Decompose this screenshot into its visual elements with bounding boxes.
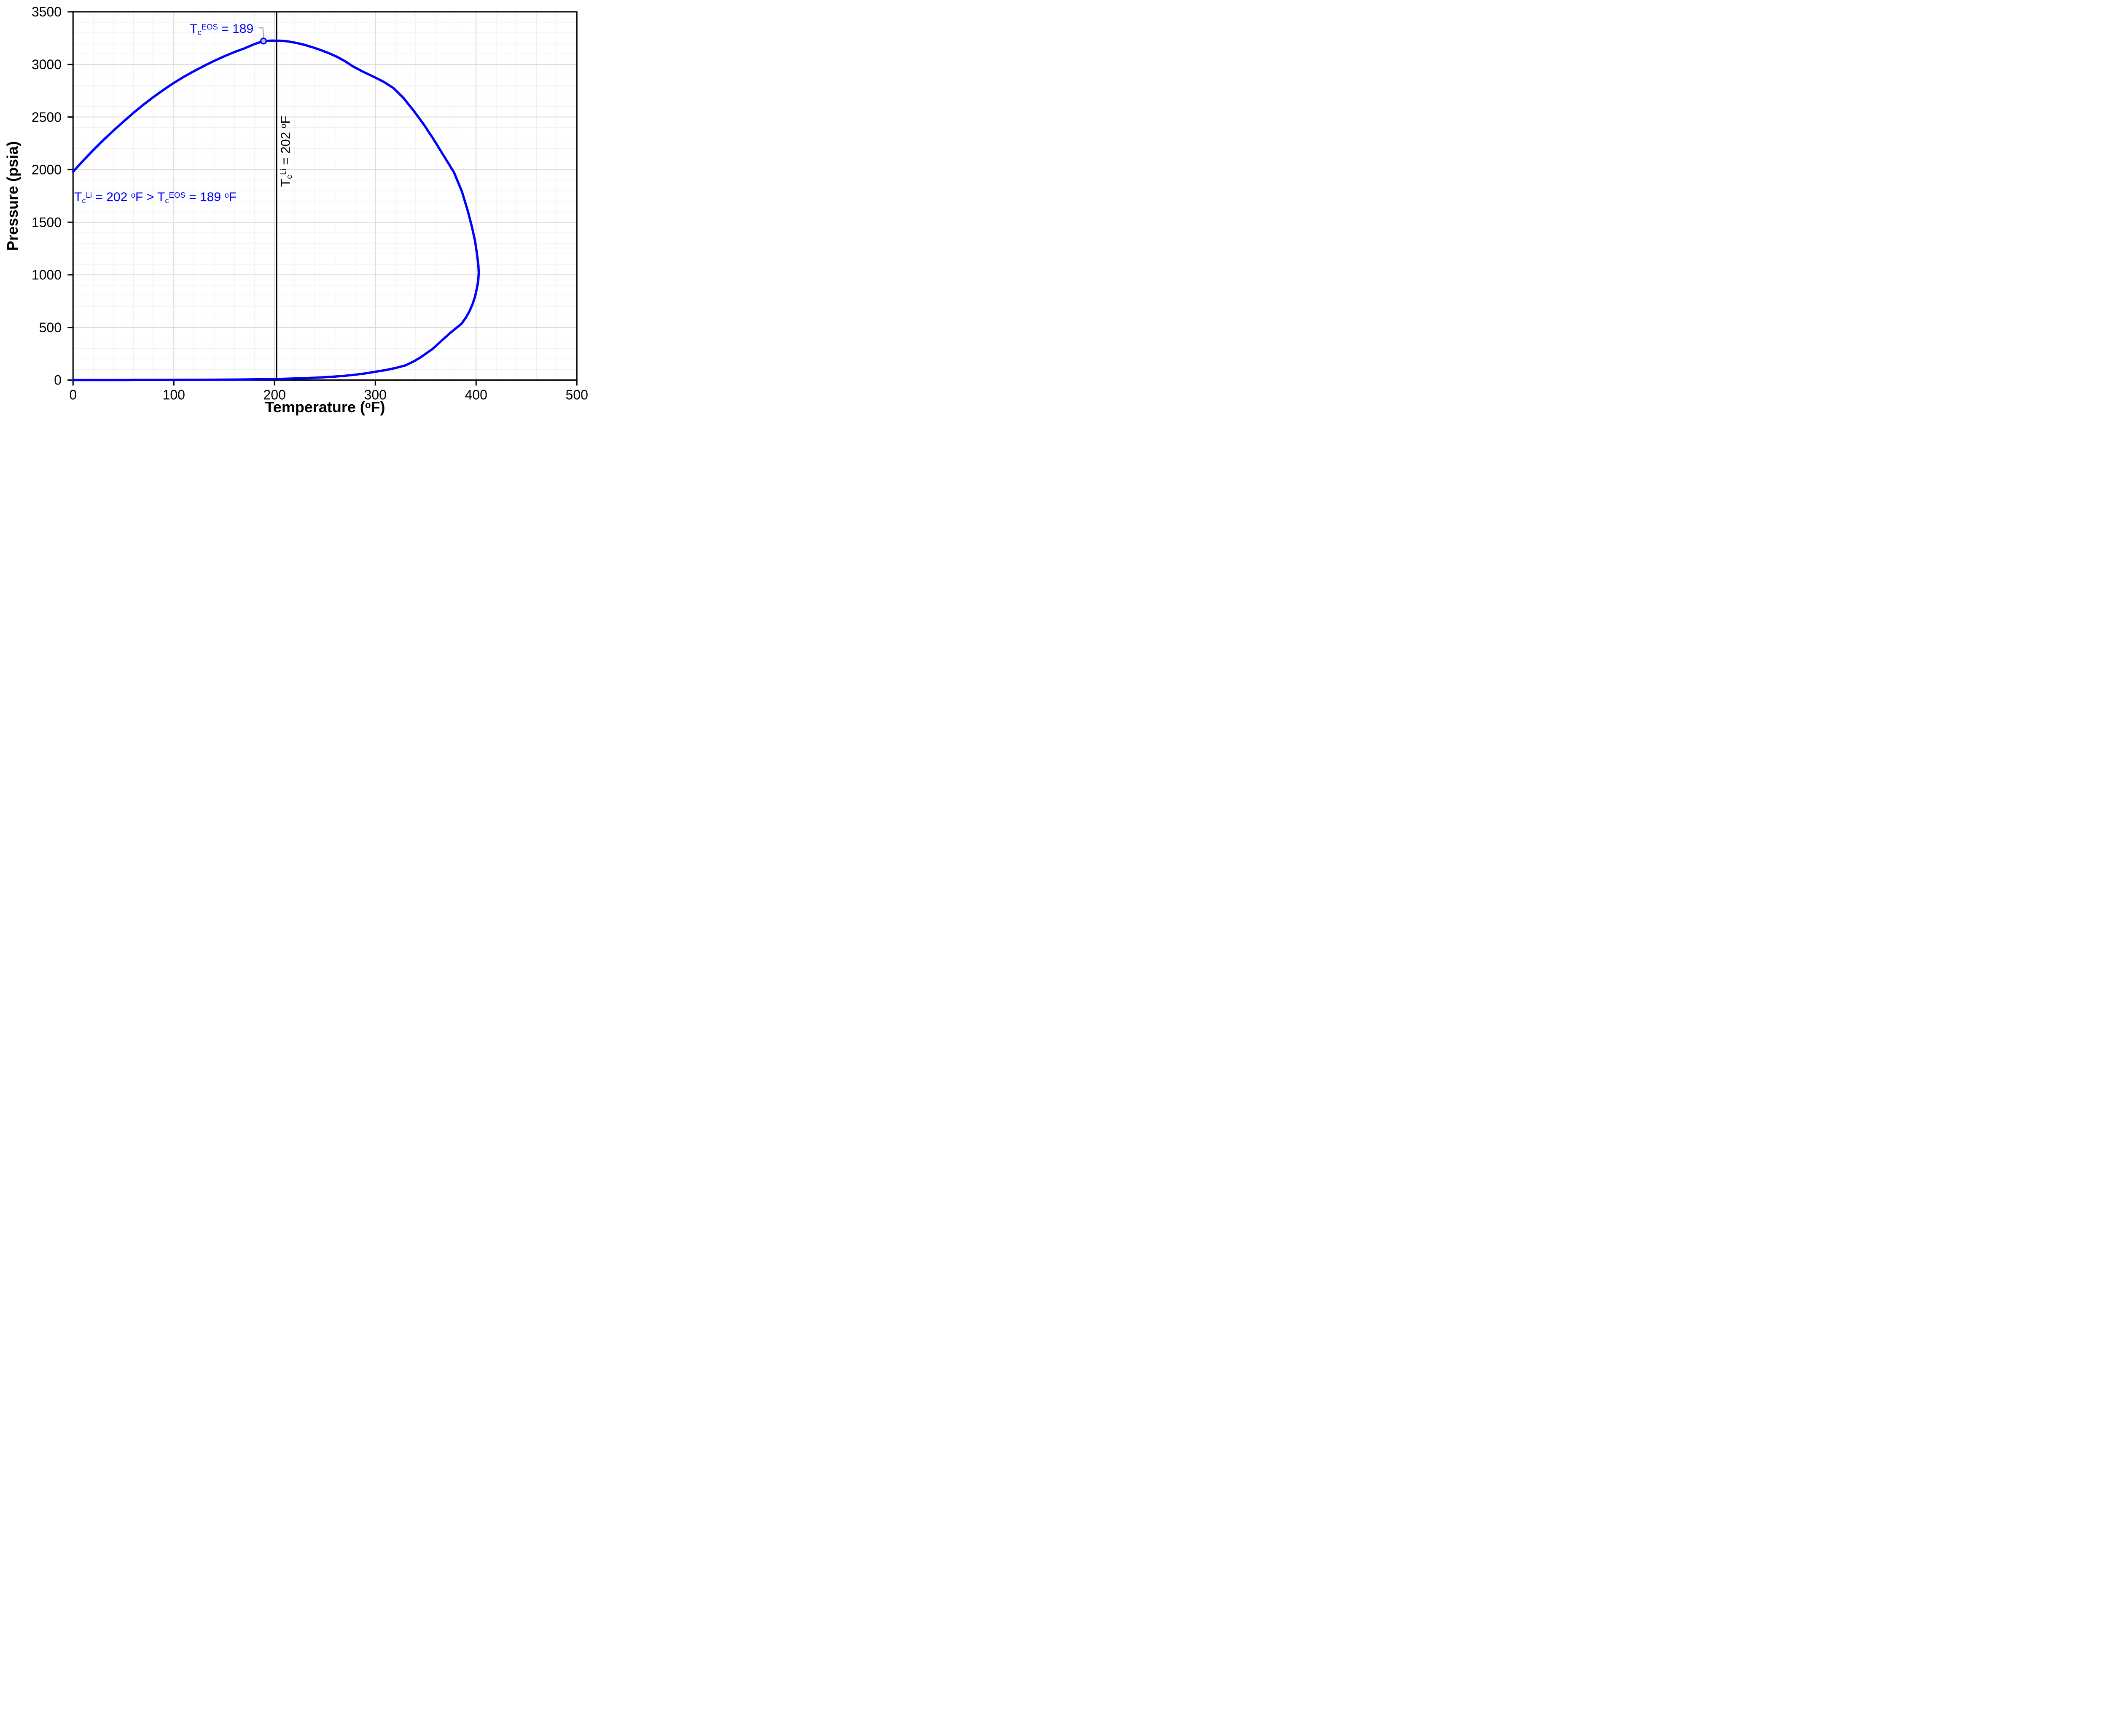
y-tick-label: 500	[39, 320, 62, 335]
x-tick-label: 400	[465, 387, 487, 403]
plot-border	[72, 11, 578, 381]
y-tick-label: 1500	[32, 215, 62, 230]
y-tick-label: 0	[54, 373, 62, 388]
reference-line-rotated-label: TcLi = 202 oF	[278, 116, 294, 187]
x-axis-title: Temperature (oF)	[265, 398, 385, 416]
x-tick-label: 300	[364, 387, 387, 403]
gridlines-major	[73, 12, 577, 380]
y-tick-label: 2500	[32, 110, 62, 125]
gridlines-minor	[73, 12, 577, 380]
x-tick-label: 100	[163, 387, 185, 403]
y-axis-title: Pressure (psia)	[4, 141, 21, 251]
x-tick-label: 500	[566, 387, 588, 403]
y-tick-label: 3500	[32, 4, 62, 19]
annotation-tc-eos-callout: TcEOS = 189	[190, 22, 254, 37]
y-tick-label: 3000	[32, 57, 62, 72]
y-tick-label: 2000	[32, 162, 62, 177]
x-tick-labels: 0 100 200 300 400 500	[69, 387, 588, 403]
y-tick-label: 1000	[32, 267, 62, 282]
y-tick-labels: 0 500 1000 1500 2000 2500 3000 3500	[32, 4, 62, 388]
phase-envelope-figure: 0 500 1000 1500 2000 2500 3000 3500 0 100 200 300 40…	[0, 0, 598, 434]
x-tick-label: 0	[69, 387, 77, 403]
critical-point-marker	[260, 38, 267, 45]
x-tick-label: 200	[264, 387, 286, 403]
annotation-leader-line	[258, 27, 264, 40]
annotation-tc-comparison: TcLi = 202 oF > TcEOS = 189 oF	[74, 190, 237, 205]
phase-envelope-chart: 0 500 1000 1500 2000 2500 3000 3500 0 100 200 300 40…	[32, 4, 588, 403]
phase-envelope-curve	[72, 39, 480, 382]
